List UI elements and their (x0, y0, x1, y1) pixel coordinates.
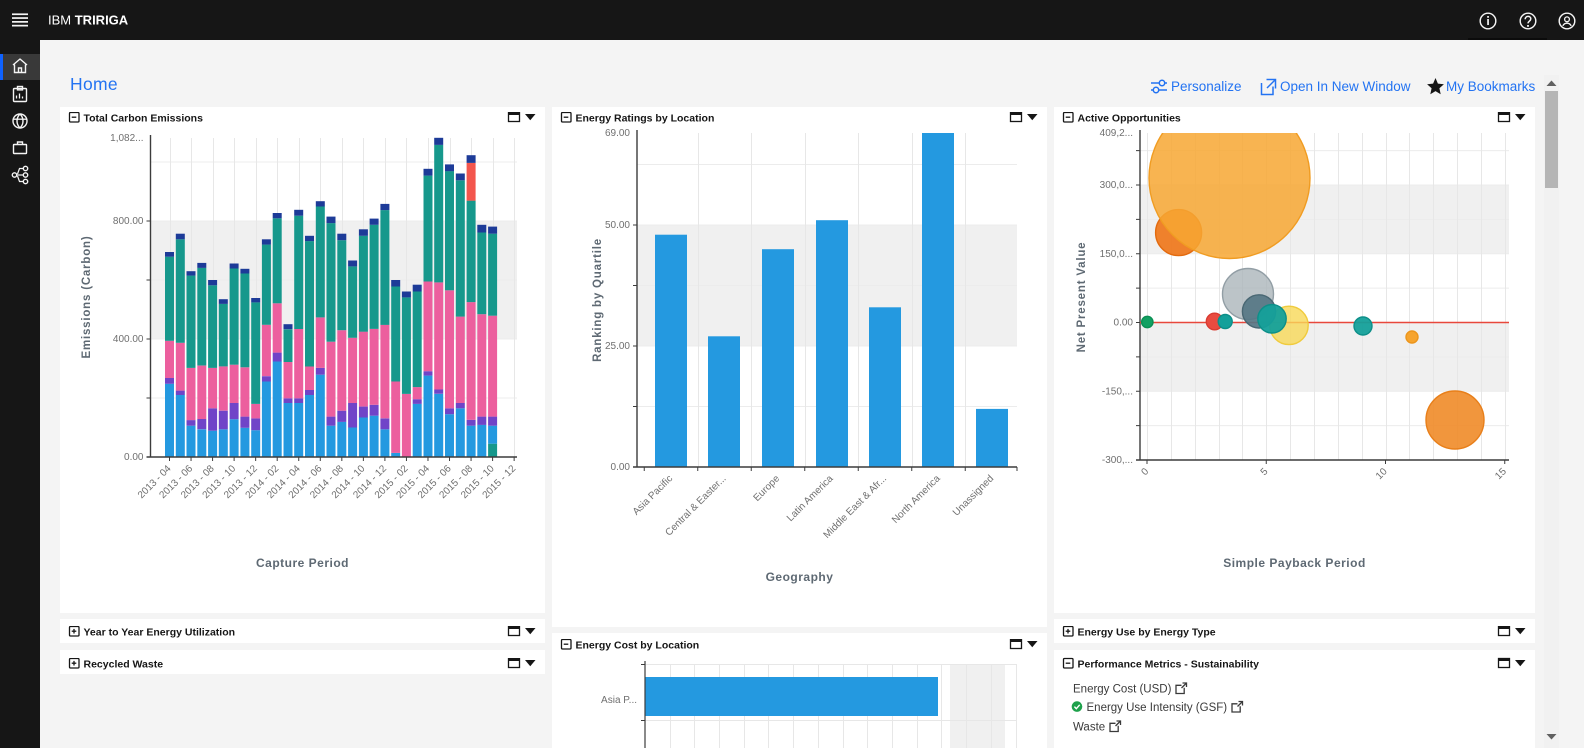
svg-text:Net Present Value: Net Present Value (1076, 242, 1088, 353)
svg-text:150,0...: 150,0... (1100, 249, 1133, 260)
svg-text:Waste: Waste (1073, 722, 1105, 734)
svg-text:Emissions (Carbon): Emissions (Carbon) (81, 235, 93, 358)
svg-text:0.00: 0.00 (124, 452, 144, 463)
svg-text:15: 15 (1493, 466, 1509, 482)
svg-text:Performance Metrics - Sustaina: Performance Metrics - Sustainability (1078, 659, 1260, 671)
svg-text:IBM TRIRIGA: IBM TRIRIGA (48, 13, 129, 28)
svg-text:5: 5 (1259, 466, 1271, 478)
svg-text:-300,...: -300,... (1102, 455, 1133, 466)
svg-text:Energy Cost (USD): Energy Cost (USD) (1073, 684, 1172, 696)
svg-text:Personalize: Personalize (1171, 79, 1242, 94)
svg-text:Simple Payback Period: Simple Payback Period (1223, 556, 1366, 570)
svg-text:Active Opportunities: Active Opportunities (1078, 113, 1181, 125)
svg-text:Geography: Geography (766, 570, 834, 584)
svg-text:Recycled Waste: Recycled Waste (84, 658, 164, 670)
svg-text:400.00: 400.00 (113, 334, 144, 345)
svg-text:0.00: 0.00 (611, 462, 631, 473)
svg-text:-150,...: -150,... (1102, 386, 1133, 397)
svg-text:Asia Pacific: Asia Pacific (631, 473, 675, 517)
svg-text:North America: North America (890, 473, 943, 526)
svg-text:Latin America: Latin America (785, 473, 836, 524)
svg-text:1,082...: 1,082... (110, 133, 143, 144)
svg-text:Unassigned: Unassigned (951, 473, 996, 518)
svg-text:Europe: Europe (752, 473, 783, 504)
svg-text:Ranking by Quartile: Ranking by Quartile (592, 238, 604, 362)
svg-text:409,2...: 409,2... (1100, 128, 1133, 139)
svg-text:Asia P...: Asia P... (601, 695, 637, 706)
svg-text:50.00: 50.00 (605, 220, 630, 231)
svg-text:800.00: 800.00 (113, 216, 144, 227)
svg-text:300,0...: 300,0... (1100, 180, 1133, 191)
svg-text:Energy Cost by Location: Energy Cost by Location (576, 640, 700, 652)
svg-text:Capture Period: Capture Period (256, 556, 349, 570)
svg-text:25.00: 25.00 (605, 341, 630, 352)
svg-text:Total Carbon Emissions: Total Carbon Emissions (84, 113, 204, 125)
svg-text:0.00: 0.00 (1114, 318, 1134, 329)
svg-text:0: 0 (1139, 466, 1151, 478)
svg-text:Energy Ratings by Location: Energy Ratings by Location (576, 113, 715, 125)
svg-text:Energy Use Intensity (GSF): Energy Use Intensity (GSF) (1087, 702, 1228, 714)
svg-text:69.00: 69.00 (605, 128, 630, 139)
svg-text:Open In New Window: Open In New Window (1280, 79, 1411, 94)
svg-text:Energy Use by Energy Type: Energy Use by Energy Type (1078, 627, 1216, 639)
svg-text:Year to Year Energy Utilizatio: Year to Year Energy Utilization (84, 627, 236, 639)
svg-text:My Bookmarks: My Bookmarks (1446, 79, 1536, 94)
svg-text:10: 10 (1374, 466, 1390, 482)
svg-text:Central & Easter...: Central & Easter... (663, 473, 728, 538)
